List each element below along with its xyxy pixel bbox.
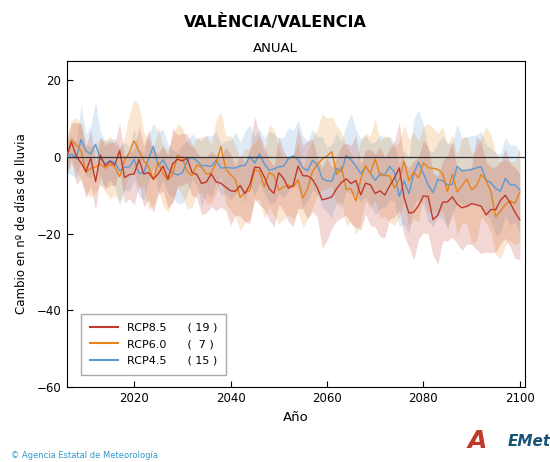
Text: EMet: EMet xyxy=(507,434,550,449)
Y-axis label: Cambio en nº de días de lluvia: Cambio en nº de días de lluvia xyxy=(15,134,28,314)
Text: ANUAL: ANUAL xyxy=(252,42,298,55)
Text: VALÈNCIA/VALENCIA: VALÈNCIA/VALENCIA xyxy=(184,14,366,30)
Text: © Agencia Estatal de Meteorología: © Agencia Estatal de Meteorología xyxy=(11,451,158,460)
Text: A: A xyxy=(468,429,487,453)
Legend: RCP8.5      ( 19 ), RCP6.0      (  7 ), RCP4.5      ( 15 ): RCP8.5 ( 19 ), RCP6.0 ( 7 ), RCP4.5 ( 15… xyxy=(81,314,226,375)
X-axis label: Año: Año xyxy=(283,411,309,424)
